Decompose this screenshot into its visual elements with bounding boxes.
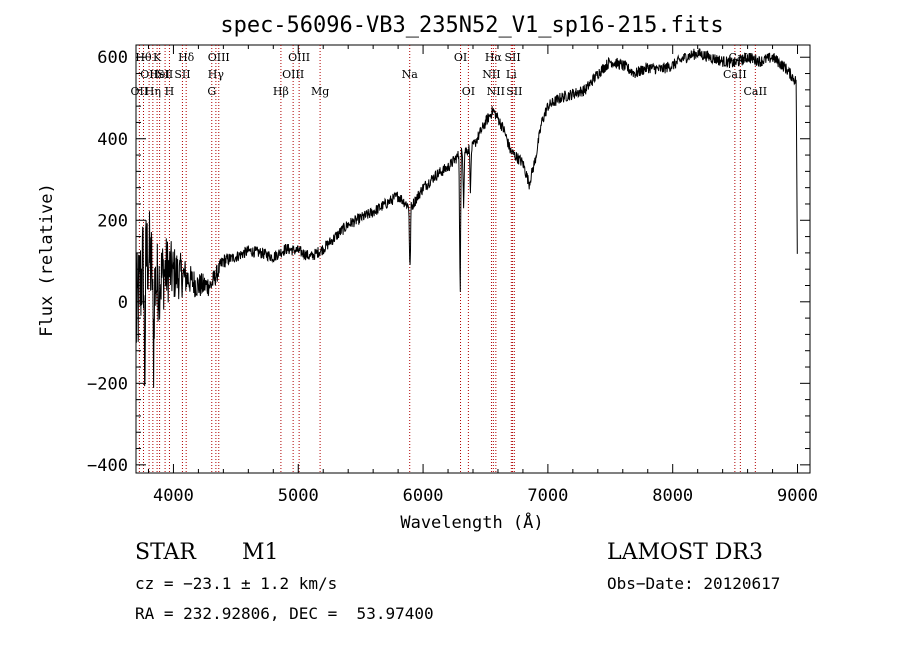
spectral-line-label: OII [140, 68, 158, 81]
spectral-line-label: Li [506, 68, 517, 81]
spectral-line-label: OII [131, 85, 149, 98]
object-subclass: M1 [242, 540, 279, 565]
spectral-line-labels: OIIHθOIIHηKHeISIIHSIIHδGHγOIIIHβOIIIOIII… [131, 51, 768, 98]
y-axis: −400 −200 0 200 400 600 [87, 48, 810, 476]
coordinates-text: RA = 232.92806, DEC = 53.97400 [135, 604, 434, 623]
spectral-line-label: H [165, 85, 175, 98]
spectral-line-label: CaII [743, 85, 767, 98]
spectral-line-label: Hδ [178, 51, 195, 64]
y-axis-label: Flux (relative) [37, 183, 57, 337]
spectral-line-label: Hη [145, 85, 161, 98]
y-tick-label: −200 [87, 374, 128, 394]
survey-name: LAMOST DR3 [607, 540, 763, 565]
chart-title: spec-56096-VB3_235N52_V1_sp16-215.fits [220, 13, 723, 38]
spectral-line-label: OIII [282, 68, 304, 81]
spectral-line-label: NII [487, 85, 505, 98]
y-tick-label: 0 [118, 293, 128, 313]
spectrum-line [135, 48, 798, 388]
x-tick-label: 9000 [777, 486, 818, 506]
spectral-line-label: NII [482, 68, 500, 81]
x-tick-label: 6000 [403, 486, 444, 506]
y-tick-label: −400 [87, 456, 128, 476]
spectral-line-label: Hγ [208, 68, 225, 81]
x-tick-label: 4000 [153, 486, 194, 506]
spectral-line-label: OIII [288, 51, 310, 64]
spectral-line-label: Hβ [273, 85, 289, 98]
spectral-line-label: CaII [723, 68, 747, 81]
x-tick-label: 7000 [527, 486, 568, 506]
x-axis-label: Wavelength (Å) [400, 511, 543, 533]
redshift-text: cz = −23.1 ± 1.2 km/s [135, 574, 338, 593]
spectral-line-label: SII [157, 68, 173, 81]
spectral-line-label: G [207, 85, 216, 98]
obs-date: Obs−Date: 20120617 [607, 574, 781, 593]
x-axis: 4000 5000 6000 7000 8000 9000 [147, 45, 818, 506]
y-tick-label: 600 [97, 48, 128, 68]
spectral-line-label: OI [462, 85, 475, 98]
object-class: STAR [135, 540, 196, 565]
spectral-line-label: HeI [149, 68, 169, 81]
spectral-line-label: SII [506, 85, 522, 98]
y-tick-label: 400 [97, 130, 128, 150]
spectral-line-label: Hα [485, 51, 503, 64]
spectral-line-label: K [153, 51, 162, 64]
spectral-line-label: SII [504, 51, 520, 64]
spectral-line-label: OI [454, 51, 467, 64]
x-tick-label: 8000 [652, 486, 693, 506]
spectral-line-label: SII [174, 68, 190, 81]
x-tick-label: 5000 [278, 486, 319, 506]
spectral-line-label: OIII [208, 51, 230, 64]
y-tick-label: 200 [97, 211, 128, 231]
spectral-line-label: Mg [311, 85, 329, 98]
spectral-line-label: Na [402, 68, 419, 81]
